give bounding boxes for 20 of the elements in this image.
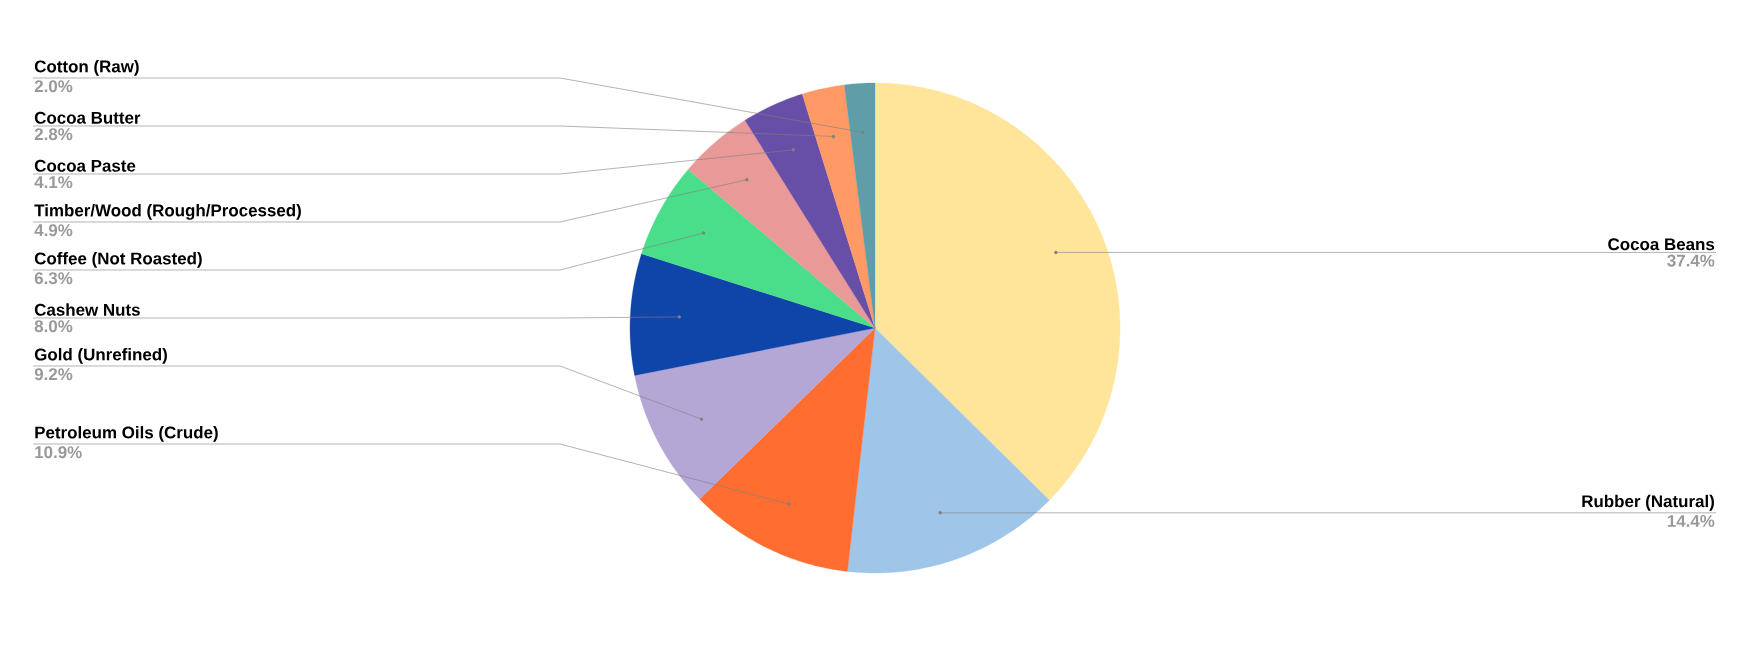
data-label: 2.8%	[34, 128, 73, 141]
data-label: 37.4%	[1667, 254, 1715, 267]
data-label: 9.2%	[34, 368, 73, 381]
data-label: 2.0%	[34, 80, 73, 93]
data-label: 4.9%	[34, 224, 73, 237]
data-label: 6.3%	[34, 272, 73, 285]
data-label: 4.1%	[34, 176, 73, 189]
slice-label: Timber/Wood (Rough/Processed)	[34, 203, 301, 220]
slice-label: Cocoa Butter	[34, 111, 141, 124]
slice-label: Rubber (Natural)	[1582, 494, 1714, 511]
slice-label: Cashew Nuts	[34, 303, 140, 316]
slice-label: Gold (Unrefined)	[34, 348, 167, 364]
slice-label: Cotton (Raw)	[34, 60, 139, 76]
slice-label: Coffee (Not Roasted)	[34, 252, 202, 268]
data-label: 14.4%	[1667, 515, 1715, 527]
data-label: 8.0%	[34, 320, 73, 333]
slice-label: Cocoa Beans	[1608, 238, 1715, 251]
slice-label: Cocoa Paste	[34, 159, 136, 172]
data-label: 10.9%	[35, 446, 82, 459]
slice-label: Petroleum Oils (Crude)	[35, 426, 218, 442]
